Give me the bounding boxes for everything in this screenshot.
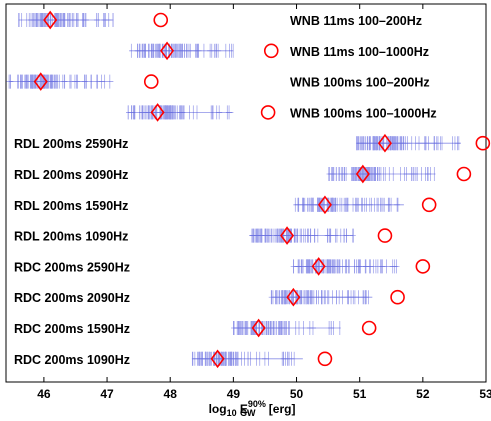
x-tick-label: 49 — [227, 387, 241, 401]
diamond-marker — [150, 103, 165, 122]
x-tick-label: 47 — [100, 387, 114, 401]
circle-marker — [263, 43, 279, 59]
row-label: RDL 200ms 2090Hz — [14, 168, 128, 182]
row-label: WNB 100ms 100–1000Hz — [290, 106, 437, 120]
x-axis-label: log10 E90% GW [erg] — [209, 399, 296, 418]
circle-marker — [260, 105, 276, 120]
diamond-marker — [286, 287, 301, 307]
row-label: RDC 200ms 2090Hz — [14, 291, 130, 305]
circle-marker — [475, 135, 491, 151]
row-labels: WNB 11ms 100–200Hz WNB 11ms 100–1000Hz WNB… — [14, 14, 437, 367]
row-label: RDC 200ms 1090Hz — [14, 353, 130, 367]
x-tick-label: 53 — [479, 387, 491, 401]
diamond-marker — [160, 41, 175, 61]
diamond-marker — [355, 164, 370, 184]
diamond-marker — [43, 10, 58, 30]
x-tick-label: 50 — [290, 387, 304, 401]
plot-area — [5, 3, 491, 383]
row-label: WNB 100ms 100–200Hz — [290, 76, 430, 90]
diamond-marker — [311, 257, 326, 276]
diamond-marker — [317, 195, 332, 215]
circle-marker — [153, 12, 169, 28]
row-label: RDL 200ms 1090Hz — [14, 230, 128, 244]
x-tick-label: 51 — [353, 387, 367, 401]
x-tick-labels: 46 47 48 49 50 51 52 53 — [37, 387, 491, 401]
circle-marker — [390, 289, 405, 305]
row-label: WNB 11ms 100–200Hz — [290, 14, 422, 28]
circle-marker — [421, 197, 437, 213]
row-label: RDC 200ms 1590Hz — [14, 322, 130, 336]
diamond-marker — [251, 318, 266, 338]
circle-marker — [361, 320, 377, 336]
row-label: RDL 200ms 1590Hz — [14, 199, 128, 213]
row-label: RDL 200ms 2590Hz — [14, 137, 128, 151]
circle-marker — [415, 259, 431, 274]
diamond-marker — [210, 349, 225, 369]
diamond-marker — [33, 72, 48, 91]
circle-marker — [143, 74, 159, 89]
plot-frame — [5, 3, 487, 383]
circle-marker — [317, 351, 333, 367]
x-tick-label: 46 — [37, 387, 51, 401]
circle-marker — [456, 166, 472, 182]
diamond-marker — [280, 226, 295, 245]
diamond-marker — [377, 133, 392, 153]
x-tick-label: 48 — [164, 387, 178, 401]
row-label: WNB 11ms 100–1000Hz — [290, 45, 429, 59]
row-label: RDC 200ms 2590Hz — [14, 260, 130, 274]
x-tick-label: 52 — [416, 387, 430, 401]
circle-marker — [377, 228, 393, 243]
